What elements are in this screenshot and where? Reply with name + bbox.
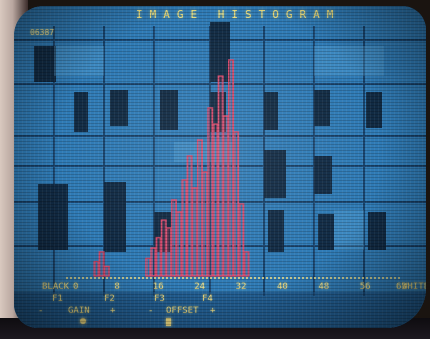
histogram-bar	[182, 180, 187, 276]
gain-plus-button[interactable]: +	[110, 306, 115, 316]
histogram-bar	[172, 200, 177, 276]
histogram-bar	[146, 258, 151, 276]
histogram-bar	[229, 60, 234, 276]
crt-screen: IMAGE HISTOGRAM 06387 BLACK WHITE 081624…	[14, 6, 426, 328]
function-key-f3[interactable]: F3	[154, 294, 165, 304]
histogram-bar	[156, 238, 161, 276]
histogram-bar	[203, 172, 208, 276]
x-tick-label: 24	[194, 282, 205, 292]
offset-indicator-icon	[166, 318, 171, 326]
gain-label: GAIN	[68, 306, 90, 316]
histogram-chart	[14, 6, 426, 328]
histogram-bar	[177, 212, 182, 276]
x-tick-label: 40	[277, 282, 288, 292]
offset-label: OFFSET	[166, 306, 199, 316]
histogram-bar	[218, 76, 223, 276]
x-tick-label: 48	[318, 282, 329, 292]
histogram-bar	[224, 116, 229, 276]
x-tick-label: 16	[153, 282, 164, 292]
histogram-bar	[239, 204, 244, 276]
histogram-bar	[99, 252, 104, 276]
histogram-bar	[213, 124, 218, 276]
histogram-bar	[187, 156, 192, 276]
x-tick-label: 63	[396, 282, 407, 292]
function-key-f4[interactable]: F4	[202, 294, 213, 304]
x-tick-label: 8	[114, 282, 119, 292]
histogram-bar	[234, 132, 239, 276]
histogram-bar	[198, 140, 203, 276]
page-title: IMAGE HISTOGRAM	[136, 8, 340, 21]
offset-minus-button[interactable]: -	[148, 306, 153, 316]
histogram-bar	[244, 252, 249, 276]
histogram-bar	[208, 108, 213, 276]
histogram-bar	[161, 220, 166, 276]
frame-counter: 06387	[30, 28, 54, 37]
x-tick-label: 56	[360, 282, 371, 292]
function-key-f2[interactable]: F2	[104, 294, 115, 304]
gain-indicator-icon	[80, 318, 86, 324]
offset-plus-button[interactable]: +	[210, 306, 215, 316]
black-label: BLACK	[42, 282, 69, 292]
histogram-bar	[192, 188, 197, 276]
histogram-bar	[105, 266, 110, 276]
x-tick-label: 0	[73, 282, 78, 292]
function-key-f1[interactable]: F1	[52, 294, 63, 304]
gain-minus-button[interactable]: -	[38, 306, 43, 316]
histogram-bar	[167, 228, 172, 276]
histogram-bar	[94, 262, 99, 276]
histogram-bar	[151, 248, 156, 276]
x-tick-label: 32	[236, 282, 247, 292]
